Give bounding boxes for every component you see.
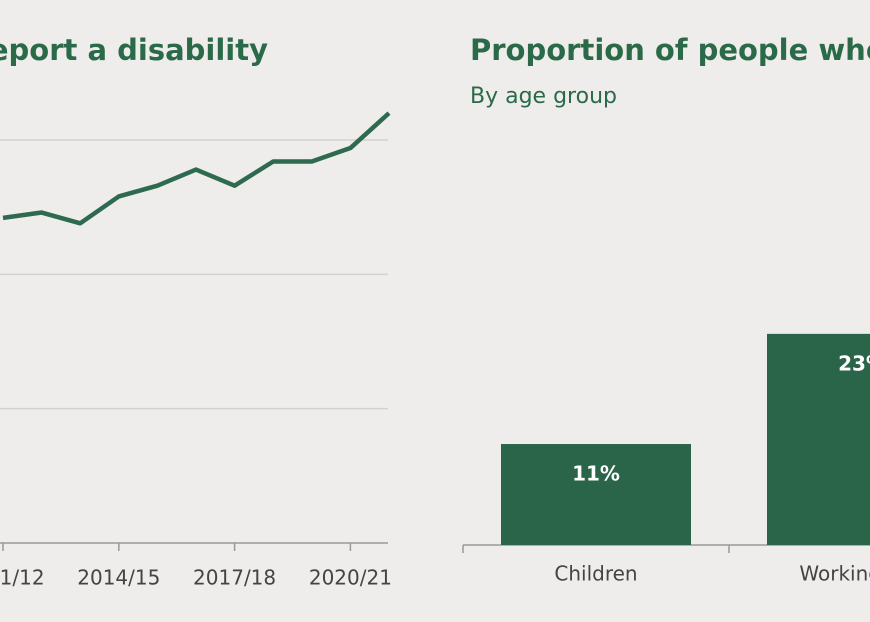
x-tick-label: 2017/18 <box>193 566 276 590</box>
x-tick-label: 2014/15 <box>77 566 160 590</box>
chart-title: eport a disability <box>0 33 268 67</box>
bar <box>501 444 691 545</box>
x-tick-label: Children <box>554 562 637 586</box>
bar-label: 11% <box>572 462 620 486</box>
chart-subtitle: By age group <box>470 84 617 109</box>
bar <box>767 333 870 545</box>
x-tick-label: Working age <box>799 562 870 586</box>
x-tick-label: 2011/12 <box>0 566 45 590</box>
line <box>2 111 391 226</box>
x-tick-label: 2020/21 <box>309 566 392 590</box>
bar-label: 23% <box>838 351 870 375</box>
chart-title: Proportion of people who <box>470 33 870 67</box>
